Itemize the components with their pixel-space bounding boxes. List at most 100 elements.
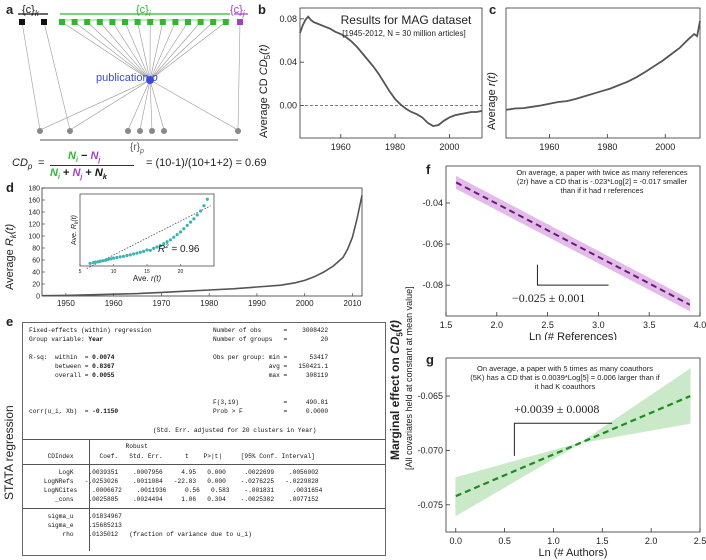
reference-edge — [149, 79, 239, 131]
chart-b-ytick-label: 0.00 — [279, 101, 297, 111]
chart-d-xtick-label: 1970 — [153, 299, 171, 308]
stata-divider — [23, 508, 385, 509]
stata-row: rho .0135012 (fraction of variance due t… — [29, 531, 252, 538]
inset-point — [165, 240, 169, 244]
chart-g: -0.065 -0.070 -0.075 0.0 0.5 1.0 1.5 2.0 2.5 Ln (… — [417, 357, 706, 559]
chart-d-xtick-label: 2010 — [344, 299, 362, 308]
inset-point — [121, 254, 126, 258]
stata-divider — [23, 439, 385, 440]
stata-line: CDIndex Coef. Std. Err. t P>|t| [95% Con… — [29, 453, 315, 460]
citation-edge — [74, 21, 151, 81]
inset-point — [109, 257, 113, 261]
cd-numerator: Ni − Nj — [68, 150, 101, 165]
panel-label-f: f — [426, 162, 431, 177]
ck-node — [41, 19, 47, 25]
ci-node — [59, 19, 65, 25]
reference-edge — [39, 79, 151, 131]
inset-point — [178, 230, 183, 234]
chart-b-xtick-label: 1960 — [331, 142, 351, 152]
chart-d-frame — [41, 187, 363, 297]
inset-point — [175, 232, 179, 237]
inset-point — [132, 252, 136, 256]
reference-edge — [149, 79, 165, 131]
ci-node — [134, 19, 141, 25]
cj-node — [237, 19, 243, 25]
reference-edge — [139, 79, 151, 131]
reference-edge — [127, 79, 151, 131]
stata-row: LogNCites .0006672 .0011936 0.56 0.583 -… — [29, 487, 323, 494]
stata-line: max = 308119 — [213, 372, 329, 379]
citation-edge — [149, 21, 214, 81]
chart-f-ytick-label: -0.06 — [422, 239, 443, 249]
chart-b: 0.08 0.04 0.00 1960 1980 2000 Results for MAG … — [279, 7, 483, 152]
citation-edge — [99, 21, 151, 81]
reference-node — [161, 128, 167, 134]
chart-f-xtick-label: 4.0 — [694, 320, 706, 330]
inset-point — [162, 242, 166, 246]
chart-f-annotation: On average, a paper with twice as many r… — [516, 168, 688, 195]
chart-g-xtick-label: 1.5 — [596, 536, 609, 546]
ci-node — [71, 19, 78, 25]
inset-point — [199, 209, 203, 213]
stata-line: F(3,19) = 490.81 — [213, 399, 329, 406]
stata-line: Prob > F = 0.0000 — [213, 408, 329, 415]
inset-ylabel: Ave. Rk(t) — [71, 215, 80, 245]
inset-point — [101, 259, 105, 263]
chart-d-xtick-label: 1960 — [105, 299, 123, 308]
inset-point — [172, 235, 176, 239]
inset-point — [192, 217, 196, 221]
stata-line: (Std. Err. adjusted for 20 clusters in Y… — [153, 427, 317, 434]
reference-node — [149, 128, 155, 134]
rp-label: {r}p — [130, 142, 144, 155]
chart-b-ytick-label: 0.04 — [279, 57, 297, 67]
chart-f: -0.04 -0.06 -0.08 1.5 2.0 2.5 3.0 3.5 4.0 Ln (# R… — [422, 165, 706, 340]
stata-row: LogK .0039351 .0007956 4.95 0.000 .00226… — [29, 469, 319, 476]
panel-label-b: b — [258, 2, 266, 17]
chart-g-annotation: On average, a paper with 5 times as many… — [470, 364, 660, 391]
inset-xtick-label: 5 — [79, 269, 82, 275]
reference-node — [235, 128, 241, 134]
chart-b-subtitle: [1945-2012, N = 30 million articles] — [342, 29, 465, 38]
stata-label-wrap: STATA regression — [2, 330, 18, 550]
chart-g-ytick-label: -0.075 — [417, 500, 443, 510]
inset-point — [152, 246, 156, 250]
chart-c-xtick-label: 2000 — [655, 142, 675, 152]
inset-point — [188, 220, 193, 224]
cd-fraction-bar — [50, 165, 134, 166]
stata-line: Number of groups = 20 — [213, 336, 329, 343]
chart-f-xtick-label: 1.5 — [440, 320, 453, 330]
panel-label-d: d — [6, 180, 14, 195]
stata-line: overall = 0.0055 — [29, 372, 115, 379]
chart-g-ytick-label: -0.070 — [417, 445, 443, 455]
chart-d: 0 20 40 60 80 100 120 140 160 180 1950 1960 1970 1980… — [28, 186, 363, 308]
inset-point — [202, 204, 206, 208]
chart-b-title: Results for MAG dataset — [341, 13, 472, 27]
inset-point — [111, 256, 116, 260]
chart-f-slope-bracket — [536, 264, 609, 286]
ci-node — [109, 19, 116, 25]
publication-node — [146, 76, 154, 84]
inset-point — [195, 213, 199, 217]
chart-d-ytick-label: 60 — [32, 258, 40, 265]
ci-node — [222, 19, 229, 25]
inset-point — [138, 250, 142, 254]
chart-g-xtick-label: 2.5 — [694, 536, 706, 546]
chart-d-ytick-label: 100 — [28, 234, 40, 241]
inset-point — [115, 255, 119, 260]
chart-d-ytick-label: 40 — [32, 270, 40, 277]
stata-line: Robust — [125, 443, 148, 450]
chart-c-xtick-label: 1980 — [597, 142, 617, 152]
reference-node — [67, 128, 73, 134]
reference-edge — [149, 79, 153, 131]
ci-node — [172, 19, 179, 25]
citation-edge — [124, 21, 151, 81]
panel-label-a: a — [6, 2, 14, 17]
chart-d-xtick-label: 1980 — [200, 299, 218, 308]
citation-edge — [149, 21, 226, 81]
chart-c-frame — [505, 7, 701, 139]
panel-label-e: e — [6, 314, 14, 329]
ck-node — [19, 19, 25, 25]
stata-line: R-sq: within = 0.0074 — [29, 354, 115, 361]
citation-edge — [112, 21, 151, 81]
